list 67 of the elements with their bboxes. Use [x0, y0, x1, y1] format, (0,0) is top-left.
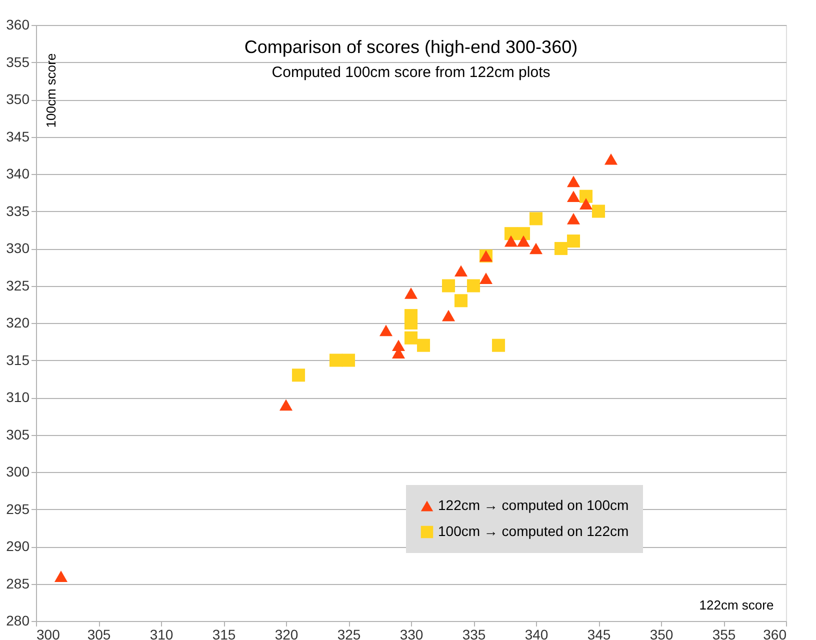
point: [479, 272, 493, 284]
y-tick-label: 320: [6, 314, 30, 330]
point: [504, 235, 518, 247]
y-tick-label: 285: [6, 575, 30, 592]
point: [54, 570, 68, 582]
point: [554, 242, 568, 256]
point: [529, 242, 543, 254]
x-tick-label: 345: [587, 626, 611, 640]
y-tick-label: 315: [6, 352, 30, 368]
y-tick-label: 290: [6, 538, 30, 554]
y-tick-label: 280: [6, 612, 30, 628]
point: [566, 213, 580, 224]
point: [566, 176, 580, 188]
point: [466, 279, 480, 292]
y-tick-label: 345: [6, 128, 30, 144]
point: [529, 212, 543, 226]
x-tick-label: 340: [524, 626, 548, 640]
y-tick-label: 330: [6, 240, 30, 256]
legend-label: 100cm → computed on 122cm: [438, 523, 629, 539]
x-tick-label: 310: [150, 626, 174, 640]
point: [404, 288, 418, 299]
x-tick-label: 335: [462, 626, 486, 640]
x-tick-label: 305: [87, 626, 111, 640]
y-tick-label: 295: [6, 500, 30, 517]
x-tick-label: 330: [400, 626, 424, 640]
legend-label: 122cm → computed on 100cm: [438, 497, 629, 513]
point: [442, 279, 456, 292]
y-tick-label: 305: [6, 426, 30, 442]
x-tick-label: 350: [650, 626, 674, 640]
point: [579, 198, 593, 210]
y-tick-label: 350: [6, 91, 30, 107]
point: [292, 368, 306, 382]
point: [454, 265, 468, 276]
y-tick-label: 310: [6, 389, 30, 405]
point: [442, 310, 456, 322]
point: [279, 399, 293, 411]
point: [516, 235, 530, 247]
x-axis-title: 122cm score: [699, 598, 774, 612]
point: [604, 153, 618, 165]
point: [404, 316, 418, 330]
point: [379, 324, 393, 336]
x-tick-label: 325: [337, 626, 361, 640]
x-tick-label: 315: [212, 626, 236, 640]
x-tick-label: 300: [36, 626, 60, 640]
y-tick-label: 335: [6, 202, 30, 219]
point: [566, 190, 580, 202]
y-tick-label: 340: [6, 166, 30, 182]
y-tick-label: 355: [6, 54, 30, 70]
point: [579, 190, 593, 203]
point: [566, 234, 580, 248]
y-tick-label: 360: [6, 16, 30, 32]
point: [516, 227, 530, 240]
text: Comparison of scores (high-end 300-360): [244, 37, 578, 57]
point: [342, 354, 356, 367]
x-tick-label: 360: [763, 626, 787, 640]
point: [404, 331, 418, 344]
x-tick-label: 355: [712, 626, 736, 640]
x-tick-label: 320: [274, 626, 298, 640]
text: Computed 100cm score from 122cm plots: [272, 64, 550, 81]
point: [592, 204, 606, 218]
y-tick-label: 300: [6, 464, 30, 480]
y-axis-title: 100cm score: [44, 53, 58, 128]
y-tick-label: 325: [6, 277, 30, 294]
point: [329, 354, 343, 367]
point: [492, 338, 506, 352]
point: [416, 338, 430, 352]
point: [454, 294, 468, 308]
